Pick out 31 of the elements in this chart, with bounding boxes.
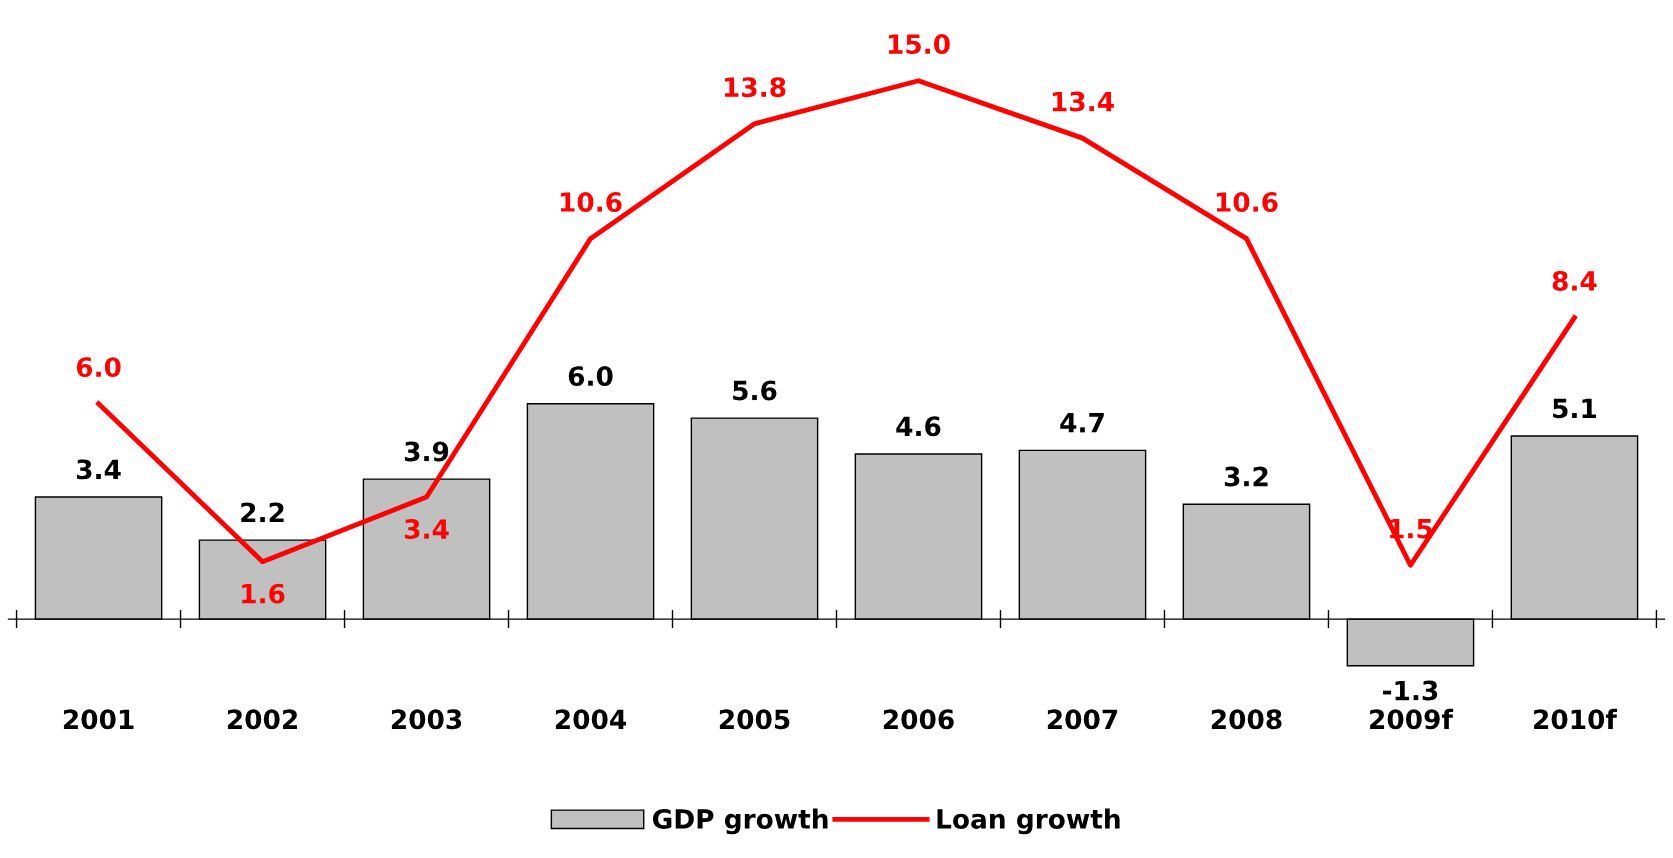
data-label: -1.3 — [1383, 680, 1438, 701]
data-label: 3.4 — [76, 459, 121, 480]
data-label: 6.0 — [568, 366, 613, 387]
data-label: 15.0 — [888, 34, 950, 55]
x-tick-label: 2001 — [63, 709, 134, 730]
data-label: 2.2 — [241, 502, 284, 523]
data-label: 3.9 — [404, 441, 449, 462]
x-tick-label: 2009f — [1370, 708, 1454, 730]
data-label: 5.1 — [1553, 398, 1596, 419]
x-tick-label: 2007 — [1047, 709, 1118, 730]
x-tick-label: 2002 — [227, 709, 297, 730]
data-label: 4.6 — [896, 416, 941, 437]
data-label: 1.6 — [242, 583, 285, 604]
data-label: 5.6 — [733, 380, 777, 401]
legend-label: Loan growth — [937, 808, 1120, 835]
data-label: 10.6 — [1216, 192, 1278, 212]
x-tick-label: 2003 — [391, 709, 462, 730]
data-label: 4.7 — [1060, 413, 1104, 433]
x-tick-label: 2005 — [719, 709, 790, 730]
x-tick-label: 2004 — [555, 709, 627, 730]
data-label: 3.4 — [404, 519, 449, 540]
legend-label: GDP growth — [652, 808, 828, 835]
data-label: 8.4 — [1552, 270, 1597, 291]
data-label: 13.4 — [1052, 91, 1114, 112]
data-label: 10.6 — [560, 192, 622, 212]
data-label: 3.2 — [1224, 466, 1268, 487]
x-tick-label: 2008 — [1211, 709, 1282, 730]
data-label: 13.8 — [724, 77, 786, 98]
x-tick-label: 2006 — [883, 709, 954, 730]
data-label: 6.0 — [76, 357, 121, 378]
x-tick-label: 2010f — [1534, 708, 1618, 730]
